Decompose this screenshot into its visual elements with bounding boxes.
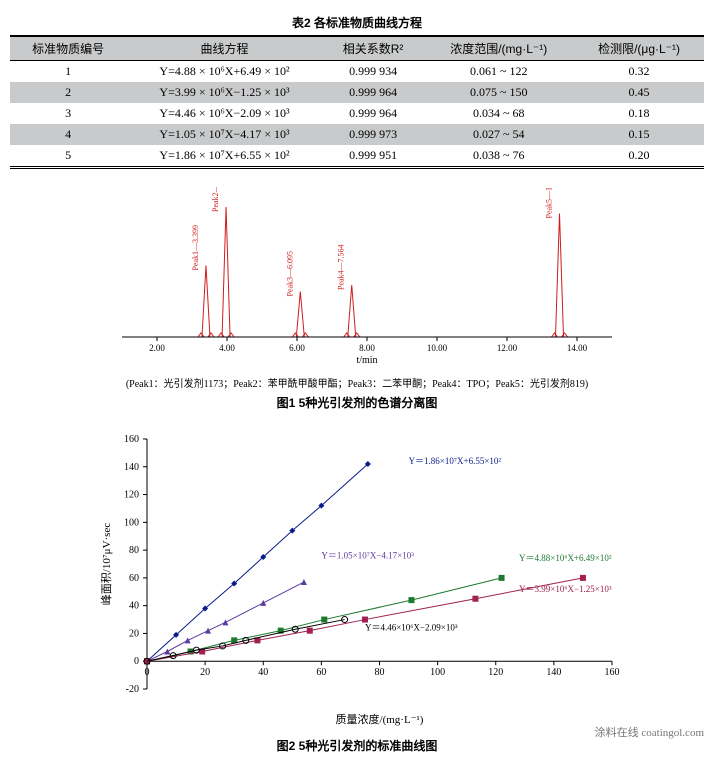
curve-table: 标准物质编号曲线方程相关系数R²浓度范围/(mg·L⁻¹)检测限/(μg·L⁻¹…	[10, 35, 704, 169]
table-row: 3Y=4.46 × 10⁶X−2.09 × 10³0.999 9640.034 …	[10, 103, 704, 124]
table-cell: 0.999 964	[323, 82, 424, 103]
svg-text:2.00: 2.00	[149, 343, 165, 353]
table-cell: 0.027 ~ 54	[423, 124, 574, 145]
table-cell: 0.999 934	[323, 61, 424, 83]
table-cell: 0.18	[574, 103, 704, 124]
svg-text:100: 100	[430, 667, 445, 678]
svg-text:Y＝1.86×10⁷X+6.55×10²: Y＝1.86×10⁷X+6.55×10²	[409, 456, 502, 466]
table-title: 表2 各标准物质曲线方程	[10, 10, 704, 35]
svg-text:160: 160	[605, 667, 620, 678]
table-cell: 0.999 964	[323, 103, 424, 124]
table-cell: 0.15	[574, 124, 704, 145]
svg-text:6.00: 6.00	[289, 343, 305, 353]
svg-text:0: 0	[145, 667, 150, 678]
svg-text:峰面积/10⁷μV·sec: 峰面积/10⁷μV·sec	[100, 523, 113, 606]
svg-text:Y＝4.88×10⁶X+6.49×10²: Y＝4.88×10⁶X+6.49×10²	[519, 553, 612, 563]
svg-text:Y＝4.46×10⁶X−2.09×10³: Y＝4.46×10⁶X−2.09×10³	[365, 623, 458, 633]
svg-text:质量浓度/(mg·L⁻¹): 质量浓度/(mg·L⁻¹)	[336, 712, 424, 726]
table-cell: Y=4.46 × 10⁶X−2.09 × 10³	[126, 103, 323, 124]
table-cell: Y=3.99 × 10⁶X−1.25 × 10³	[126, 82, 323, 103]
svg-text:120: 120	[488, 667, 503, 678]
table-row: 1Y=4.88 × 10⁶X+6.49 × 10²0.999 9340.061 …	[10, 61, 704, 83]
table-cell: 0.038 ~ 76	[423, 145, 574, 168]
svg-text:4.00: 4.00	[219, 343, 235, 353]
table-cell: 0.034 ~ 68	[423, 103, 574, 124]
watermark: 涂料在线 coatingol.com	[595, 724, 704, 740]
figure-2: 0 20 40 60 80 100 120 140 160 -20 0 20 40 60 80 100 120 1…	[92, 429, 622, 754]
svg-text:160: 160	[124, 434, 139, 445]
svg-text:-20: -20	[126, 684, 139, 695]
table-header: 曲线方程	[126, 36, 323, 61]
table-cell: Y=4.88 × 10⁶X+6.49 × 10²	[126, 61, 323, 83]
svg-text:20: 20	[200, 667, 210, 678]
table-cell: 0.999 973	[323, 124, 424, 145]
table-header: 浓度范围/(mg·L⁻¹)	[423, 36, 574, 61]
svg-text:40: 40	[129, 601, 139, 612]
svg-text:14.00: 14.00	[567, 343, 588, 353]
svg-text:8.00: 8.00	[359, 343, 375, 353]
table-row: 2Y=3.99 × 10⁶X−1.25 × 10³0.999 9640.075 …	[10, 82, 704, 103]
table-cell: 0.45	[574, 82, 704, 103]
svg-text:Y＝1.05×10⁷X−4.17×10³: Y＝1.05×10⁷X−4.17×10³	[321, 550, 414, 560]
table-cell: 2	[10, 82, 126, 103]
figure-1-caption: 图1 5种光引发剂的色谱分离图	[92, 394, 622, 411]
figure-1: 2.00 4.00 6.00 8.00 10.00 12.00 14.00 t/min Peak…	[92, 187, 622, 411]
svg-text:0: 0	[134, 656, 139, 667]
svg-text:20: 20	[129, 628, 139, 639]
table-cell: 5	[10, 145, 126, 168]
svg-text:Peak3—6.095: Peak3—6.095	[285, 251, 294, 297]
svg-text:80: 80	[375, 667, 385, 678]
svg-text:Y＝3.99×10⁶X−1.25×10³: Y＝3.99×10⁶X−1.25×10³	[519, 584, 612, 594]
svg-text:Peak2—3.973: Peak2—3.973	[211, 187, 220, 212]
figure-2-caption: 图2 5种光引发剂的标准曲线图	[92, 737, 622, 754]
table-cell: 3	[10, 103, 126, 124]
svg-text:120: 120	[124, 490, 139, 501]
table-cell: 0.999 951	[323, 145, 424, 168]
table-header: 标准物质编号	[10, 36, 126, 61]
svg-text:140: 140	[124, 462, 139, 473]
table-cell: 0.075 ~ 150	[423, 82, 574, 103]
svg-text:Peak4—7.564: Peak4—7.564	[337, 244, 346, 290]
table-cell: 1	[10, 61, 126, 83]
table-cell: Y=1.05 × 10⁷X−4.17 × 10³	[126, 124, 323, 145]
table-cell: 0.061 ~ 122	[423, 61, 574, 83]
svg-text:140: 140	[546, 667, 561, 678]
svg-text:10.00: 10.00	[427, 343, 448, 353]
svg-text:Peak1—3.399: Peak1—3.399	[191, 225, 200, 271]
table-cell: 4	[10, 124, 126, 145]
svg-text:60: 60	[129, 573, 139, 584]
table-row: 4Y=1.05 × 10⁷X−4.17 × 10³0.999 9730.027 …	[10, 124, 704, 145]
svg-text:80: 80	[129, 545, 139, 556]
peak-note: (Peak1：光引发剂1173；Peak2：苯甲酰甲酸甲酯；Peak3：二苯甲酮…	[92, 375, 622, 390]
table-cell: 0.32	[574, 61, 704, 83]
svg-text:12.00: 12.00	[497, 343, 518, 353]
svg-text:60: 60	[316, 667, 326, 678]
table-header: 相关系数R²	[323, 36, 424, 61]
table-header: 检测限/(μg·L⁻¹)	[574, 36, 704, 61]
table-row: 5Y=1.86 × 10⁷X+6.55 × 10²0.999 9510.038 …	[10, 145, 704, 168]
svg-text:t/min: t/min	[356, 355, 377, 366]
svg-text:100: 100	[124, 517, 139, 528]
table-cell: Y=1.86 × 10⁷X+6.55 × 10²	[126, 145, 323, 168]
table-cell: 0.20	[574, 145, 704, 168]
svg-text:Peak5—13.5: Peak5—13.5	[545, 187, 554, 219]
svg-text:40: 40	[258, 667, 268, 678]
